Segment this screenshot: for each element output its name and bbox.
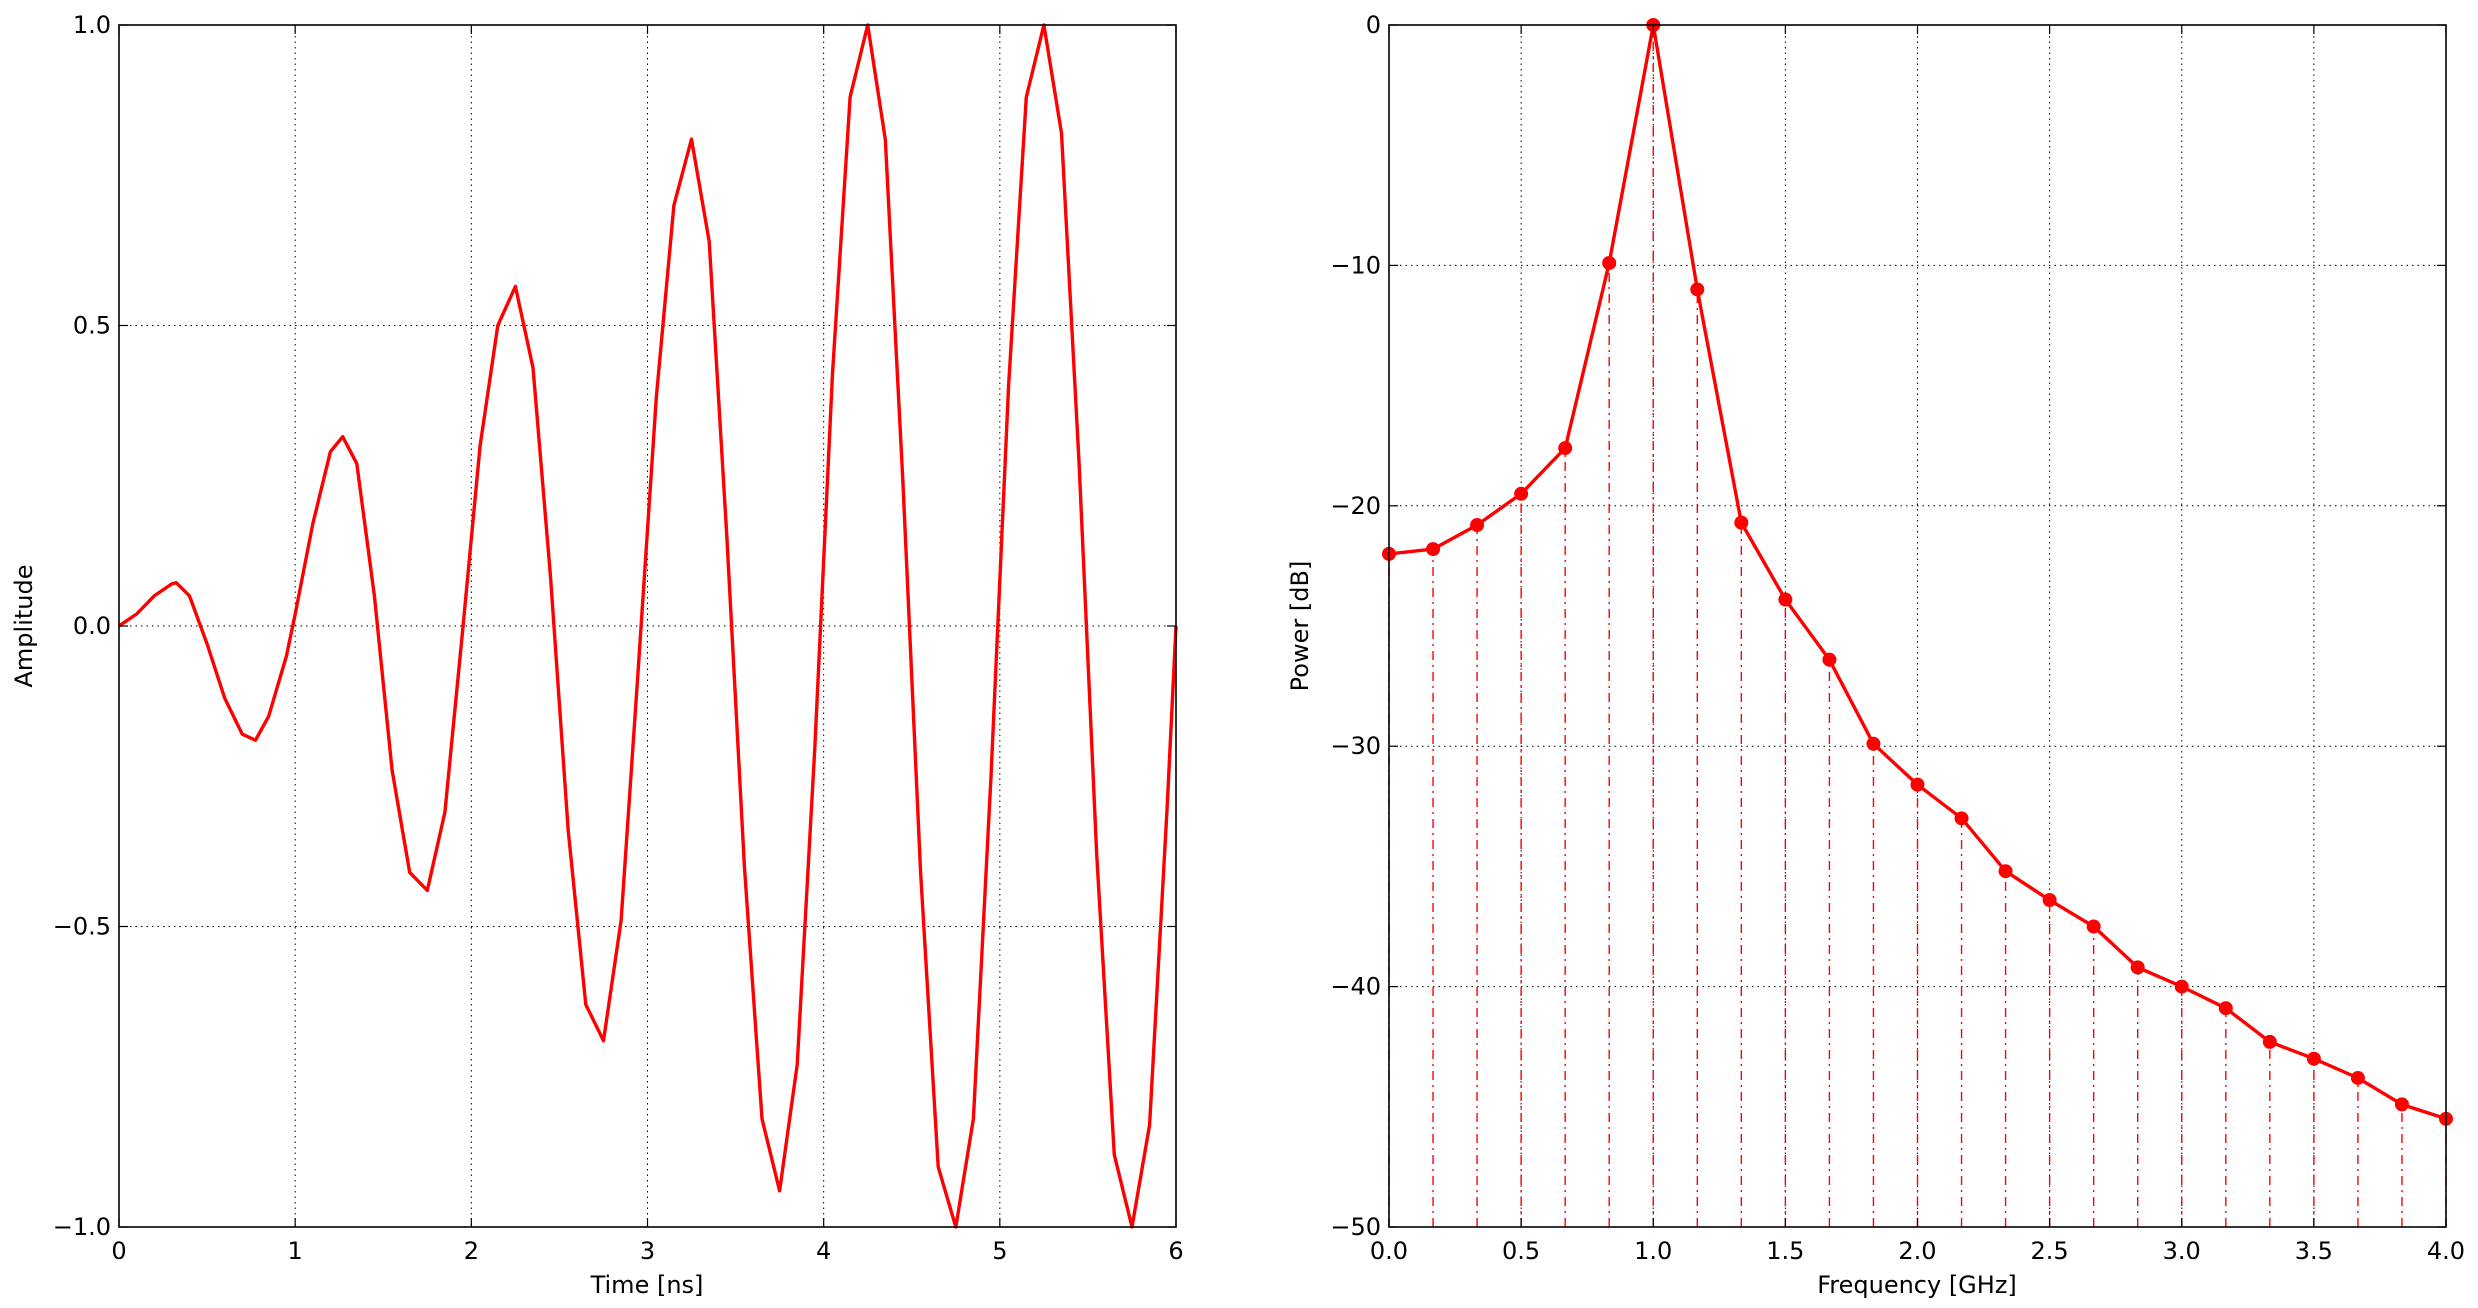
y-tick-label: −10 bbox=[1330, 251, 1381, 279]
x-axis-label: Time [ns] bbox=[590, 1271, 704, 1299]
data-point bbox=[2350, 1070, 2365, 1085]
data-point bbox=[1514, 486, 1529, 501]
y-axis-label: Power [dB] bbox=[1286, 561, 1314, 692]
data-point bbox=[1822, 652, 1837, 667]
x-tick-label: 0.0 bbox=[1370, 1237, 1408, 1265]
data-point bbox=[1998, 864, 2013, 879]
y-axis-label: Amplitude bbox=[10, 565, 38, 688]
x-tick-label: 3.5 bbox=[2295, 1237, 2333, 1265]
x-tick-label: 2.5 bbox=[2031, 1237, 2069, 1265]
y-tick-label: 1.0 bbox=[73, 11, 111, 39]
y-tick-label: 0 bbox=[1366, 11, 1381, 39]
x-tick-label: 2 bbox=[464, 1237, 479, 1265]
series bbox=[1382, 18, 2453, 1126]
x-tick-label: 3.0 bbox=[2163, 1237, 2201, 1265]
data-point bbox=[1558, 441, 1573, 456]
data-point bbox=[2042, 893, 2057, 908]
data-point bbox=[1910, 777, 1925, 792]
data-point bbox=[1690, 282, 1705, 297]
ticks: 0 1 2 3 4 5 6 −1.0 −0.5 0.0 0.5 1.0 bbox=[53, 11, 1184, 1265]
data-point bbox=[2130, 960, 2145, 975]
time-domain-panel: 0 1 2 3 4 5 6 −1.0 −0.5 0.0 0.5 1.0 Time [ns] Ampli… bbox=[10, 11, 1184, 1299]
x-tick-label: 5 bbox=[992, 1237, 1007, 1265]
x-tick-label: 0 bbox=[111, 1237, 126, 1265]
data-point bbox=[2306, 1051, 2321, 1066]
data-point bbox=[2086, 919, 2101, 934]
x-tick-label: 3 bbox=[640, 1237, 655, 1265]
x-tick-label: 2.0 bbox=[1898, 1237, 1936, 1265]
data-point bbox=[1734, 515, 1749, 530]
x-tick-label: 0.5 bbox=[1502, 1237, 1540, 1265]
data-point bbox=[2174, 979, 2189, 994]
y-tick-label: 0.0 bbox=[73, 612, 111, 640]
x-tick-label: 1 bbox=[288, 1237, 303, 1265]
ticks: 0.0 0.5 1.0 1.5 2.0 2.5 3.0 3.5 4.0 −50 −40 −30 −20 −… bbox=[1330, 11, 2465, 1265]
data-point bbox=[2262, 1034, 2277, 1049]
plot-frame bbox=[1388, 24, 2447, 1228]
data-point bbox=[1778, 592, 1793, 607]
plot-frame bbox=[118, 24, 1177, 1228]
data-point bbox=[1602, 255, 1617, 270]
y-tick-label: −20 bbox=[1330, 492, 1381, 520]
y-tick-label: −0.5 bbox=[53, 913, 111, 941]
x-tick-label: 1.0 bbox=[1634, 1237, 1672, 1265]
y-tick-label: −50 bbox=[1330, 1213, 1381, 1241]
y-tick-label: 0.5 bbox=[73, 312, 111, 340]
data-point bbox=[1866, 736, 1881, 751]
series-line bbox=[118, 23, 1178, 1229]
data-point bbox=[1954, 811, 1969, 826]
y-tick-label: −30 bbox=[1330, 732, 1381, 760]
x-axis-label: Frequency [GHz] bbox=[1817, 1271, 2017, 1299]
x-tick-label: 4 bbox=[816, 1237, 831, 1265]
y-tick-label: −40 bbox=[1330, 973, 1381, 1001]
x-tick-label: 6 bbox=[1168, 1237, 1183, 1265]
x-tick-label: 4.0 bbox=[2427, 1237, 2465, 1265]
data-point bbox=[2394, 1097, 2409, 1112]
data-point bbox=[2218, 1001, 2233, 1016]
data-point bbox=[1470, 518, 1485, 533]
y-tick-label: −1.0 bbox=[53, 1213, 111, 1241]
grid bbox=[119, 25, 1176, 1227]
data-point bbox=[1426, 542, 1441, 557]
x-tick-label: 1.5 bbox=[1766, 1237, 1804, 1265]
frequency-domain-panel: 0.0 0.5 1.0 1.5 2.0 2.5 3.0 3.5 4.0 −50 −40 −30 −20 −… bbox=[1286, 11, 2465, 1299]
series bbox=[118, 23, 1178, 1229]
